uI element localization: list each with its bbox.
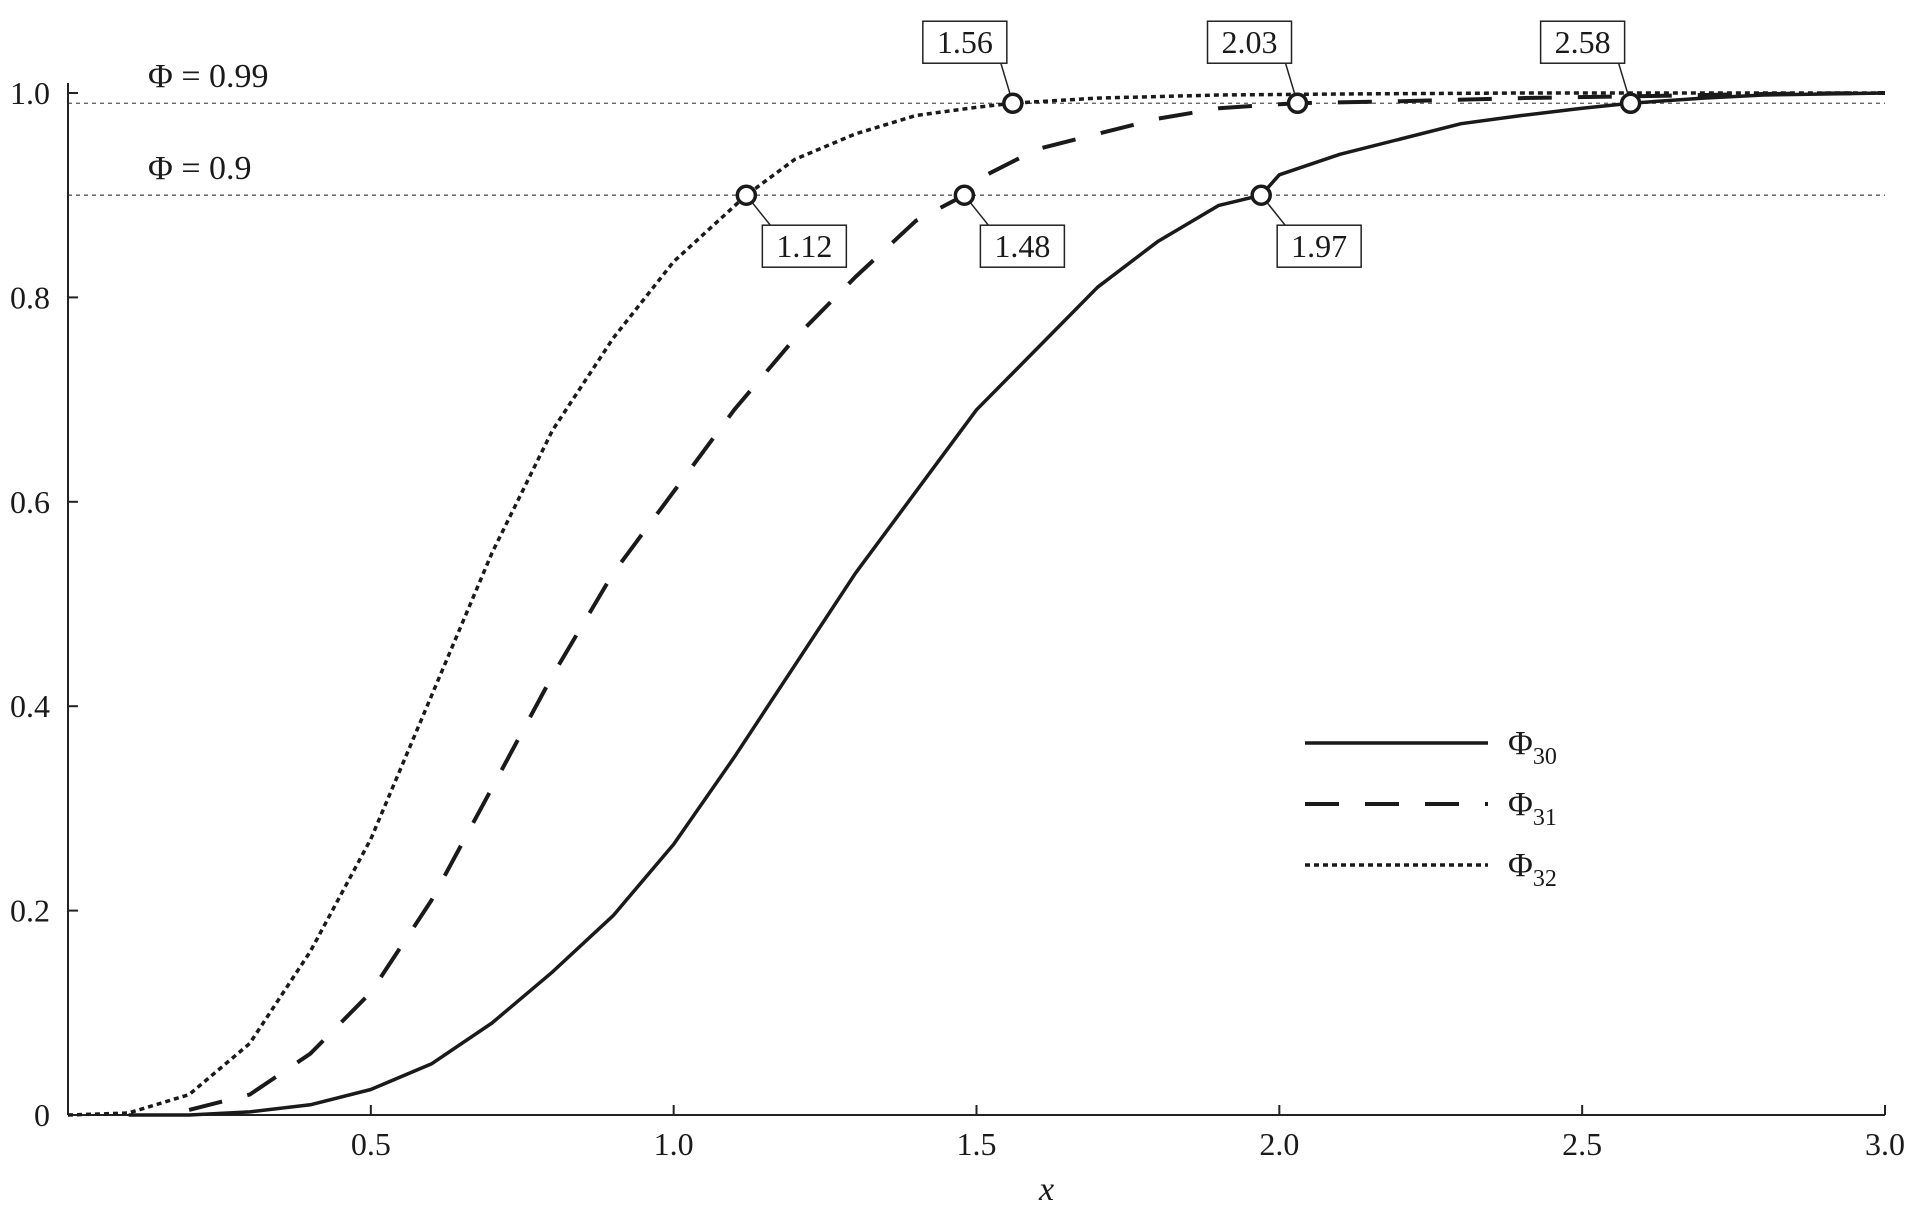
annotation-box — [1539, 20, 1626, 64]
annotation-box — [979, 224, 1066, 268]
annotation-box — [1206, 20, 1293, 64]
annotation-marker — [1002, 92, 1024, 114]
legend-label-subscript: 31 — [1533, 805, 1557, 831]
series-line-32 — [67, 91, 1885, 1117]
legend-label-base: Φ — [1508, 786, 1533, 823]
legend-label: Φ32 — [1508, 847, 1557, 892]
y-tick-label: 0 — [34, 1097, 50, 1133]
reference-line-label: Φ = 0.9 — [148, 150, 252, 187]
annotation-label: 1.56 — [937, 24, 993, 60]
y-tick-label: 0.2 — [10, 893, 50, 929]
x-tick-label: 1.0 — [654, 1126, 694, 1162]
annotation-marker — [1286, 92, 1309, 114]
annotation-marker — [1619, 92, 1642, 114]
legend-label-base: Φ — [1508, 725, 1533, 762]
reference-line-label: Φ = 0.99 — [148, 58, 269, 95]
annotations: 1.56 2.03 2.58 1.12 1.48 1.97 — [735, 20, 1642, 268]
legend-label-base: Φ — [1508, 847, 1533, 884]
legend-label-subscript: 30 — [1533, 744, 1557, 770]
plot-series — [67, 91, 1886, 1117]
reference-lines: Φ = 0.99 Φ = 0.9 — [68, 58, 1885, 196]
y-tick-label: 0.8 — [10, 279, 50, 315]
y-tick-label: 0.4 — [10, 688, 50, 724]
series-line-30 — [128, 91, 1886, 1117]
annotation-label: 1.48 — [994, 228, 1050, 264]
x-axis-title: x — [1038, 1171, 1054, 1208]
annotation-box — [922, 20, 1008, 64]
y-tick-label: 1.0 — [10, 75, 50, 111]
annotation-marker — [735, 184, 758, 206]
legend-label: Φ30 — [1508, 725, 1557, 770]
x-tick-label: 2.0 — [1259, 1126, 1299, 1162]
annotation-label: 1.12 — [776, 228, 832, 264]
annotation-box — [1276, 224, 1362, 268]
annotation-marker — [953, 184, 976, 206]
x-tick-label: 0.5 — [351, 1126, 391, 1162]
annotation-marker — [1250, 184, 1272, 206]
x-tick-label: 1.5 — [957, 1126, 997, 1162]
annotation-label: 2.58 — [1555, 24, 1611, 60]
x-tick-label: 2.5 — [1562, 1126, 1602, 1162]
annotation-label: 1.97 — [1291, 228, 1347, 264]
annotation-label: 2.03 — [1222, 24, 1278, 60]
x-tick-label: 3.0 — [1865, 1126, 1905, 1162]
axes: 0.5 1.0 1.5 2.0 2.5 3.0 0 0.2 0.4 0.6 0.8 1.0 x — [10, 75, 1905, 1208]
legend-label-subscript: 32 — [1533, 866, 1557, 892]
annotation-box — [761, 224, 848, 268]
y-tick-label: 0.6 — [10, 484, 50, 520]
legend-label: Φ31 — [1508, 786, 1557, 831]
